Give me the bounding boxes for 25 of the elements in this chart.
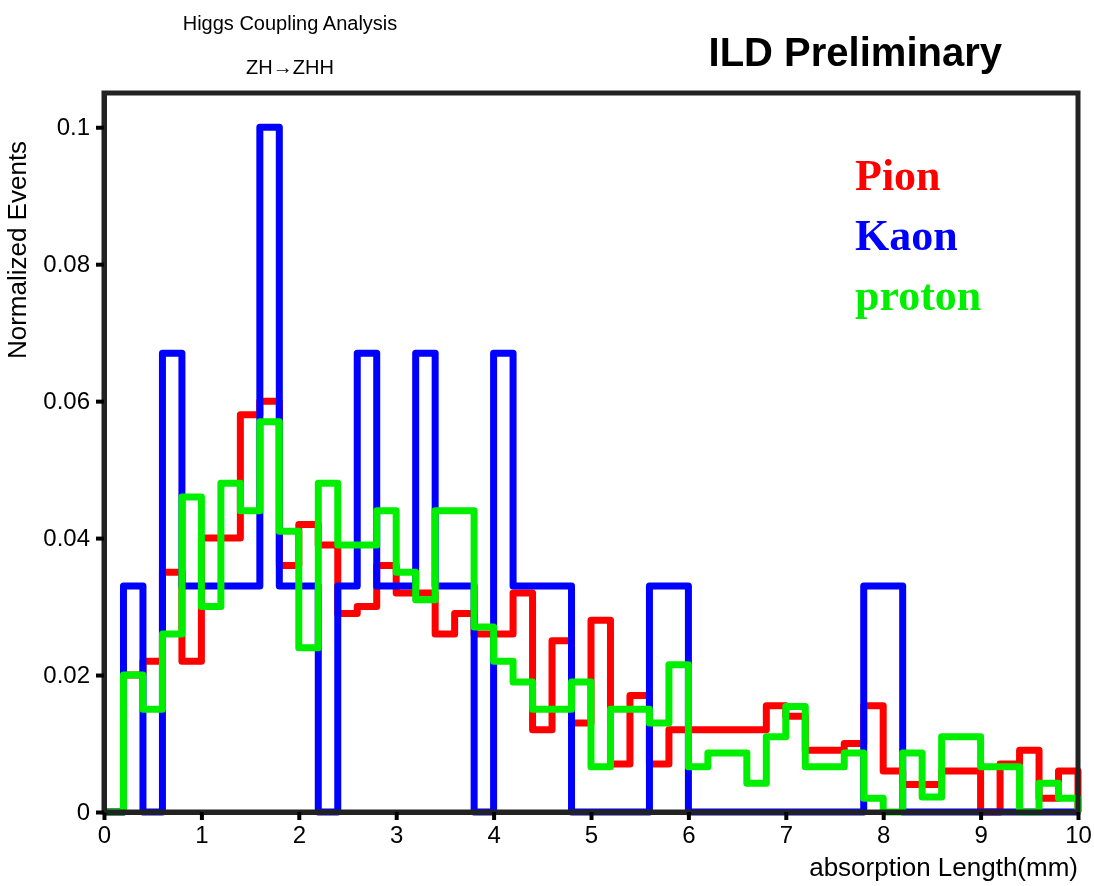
text: Pion — [855, 151, 941, 200]
x-tick-label: 10 — [1065, 821, 1092, 849]
x-tick-label: 6 — [682, 821, 696, 849]
x-tick-label: 7 — [779, 821, 793, 849]
x-tick-label: 0 — [97, 821, 112, 849]
text: Kaon — [855, 211, 958, 260]
y-tick-label: 0.04 — [43, 524, 90, 552]
x-tick-label: 5 — [584, 821, 599, 849]
y-tick-label: 0.06 — [43, 387, 90, 415]
x-tick-label: 3 — [390, 821, 404, 849]
x-tick-label: 1 — [195, 821, 209, 849]
y-tick-label: 0 — [76, 798, 90, 826]
text: Higgs Coupling Analysis — [182, 12, 398, 34]
y-axis-title: Normalized Events — [2, 140, 32, 360]
text: proton — [855, 271, 982, 320]
x-tick-label: 9 — [974, 821, 988, 849]
x-tick-label: 4 — [487, 821, 501, 849]
text: ZH→ZHH — [246, 56, 334, 78]
x-tick-label: 2 — [292, 821, 306, 849]
x-tick-label: 8 — [877, 821, 891, 849]
chart-title: ILD Preliminary — [708, 30, 1003, 74]
y-tick-label: 0.1 — [56, 113, 90, 141]
x-axis-title: absorption Length(mm) — [809, 852, 1078, 882]
y-tick-label: 0.08 — [43, 250, 90, 278]
y-tick-label: 0.02 — [43, 661, 90, 689]
